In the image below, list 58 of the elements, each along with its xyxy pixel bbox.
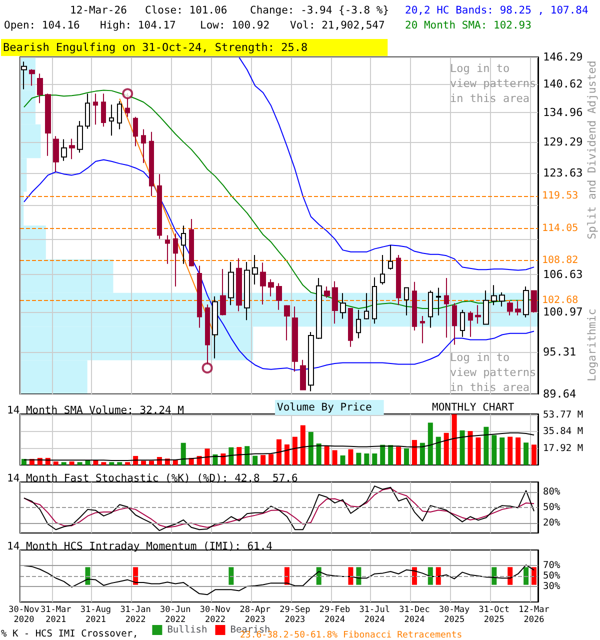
text: 12-Mar-26: [70, 4, 127, 16]
y-tick-label: 50%: [543, 570, 560, 582]
text: Open: 104.16: [4, 20, 80, 32]
text: Logarithmic: [586, 308, 598, 382]
chart-title: 14 Month Fast Stochastic (%K) (%D): 42.8 57.6: [7, 472, 298, 484]
text: 23.6-38.2-50-61.8% Fibonacci Retracements: [240, 630, 462, 640]
text: Low: 100.92: [200, 20, 270, 32]
text: Volume By Price: [277, 402, 372, 414]
x-tick-label: 30-Nov 2022: [200, 605, 231, 625]
y-tick-label: 53.77 M: [543, 409, 584, 420]
annotation: Log in to view patterns in this area: [450, 62, 536, 105]
x-tick-label: 31-Dec 2024: [399, 605, 430, 625]
text: 20,2 HC Bands: 98.25 , 107.84: [405, 4, 588, 16]
ref-line-label: 102.68: [542, 295, 578, 306]
chart-title: 14 Month HCS Intraday Momentum (IMI): 61.4: [7, 540, 273, 552]
y-axis-title: Split and Dividend Adjusted: [586, 60, 598, 240]
ref-line-label: 114.05: [542, 222, 578, 234]
y-tick-label: 123.63: [543, 166, 583, 180]
chart-title: 14 Month SMA Volume: 32.24 M: [7, 404, 184, 416]
y-tick-label: 20%: [543, 517, 560, 528]
text: Change: -3.94 {-3.8 %}: [250, 4, 390, 16]
x-tick-label: 31-Jul 2024: [359, 605, 390, 625]
y-tick-label: 50%: [543, 502, 560, 513]
x-tick-label: 30-May 2025: [438, 605, 470, 625]
x-tick-label: 30-Jun 2022: [160, 605, 191, 625]
y-tick-label: 100.97: [543, 306, 583, 319]
x-tick-label: 31-Mar 2021: [40, 605, 72, 625]
y-tick-label: 95.31: [543, 345, 576, 358]
annotation: Log in to view patterns in this area: [450, 351, 536, 394]
y-tick-label: 140.62: [543, 78, 583, 91]
y-tick-label: 146.29: [543, 50, 583, 64]
text: 20 Month SMA: 102.93: [405, 20, 532, 32]
y-tick-label: 17.92 M: [543, 442, 584, 454]
x-tick-label: 28-Apr 2023: [240, 605, 270, 625]
y-tick-label: 106.63: [543, 268, 583, 282]
ref-line-label: 108.82: [542, 255, 578, 266]
y-tick-label: 35.84 M: [543, 426, 584, 438]
x-tick-label: 31-Aug 2021: [80, 605, 112, 625]
y-tick-label: 89.64: [543, 388, 576, 400]
text: Vol: 21,902,547: [290, 20, 385, 32]
y-tick-label: 134.96: [543, 106, 583, 119]
x-tick-label: 12-Mar 2026: [518, 605, 550, 625]
y-tick-label: 30%: [543, 580, 560, 592]
y-tick-label: 70%: [543, 560, 560, 572]
x-tick-label: 31-Oct 2025: [478, 605, 510, 625]
x-tick-label: 31-Jan 2022: [120, 605, 151, 625]
x-tick-label: 29-Feb 2024: [319, 605, 350, 625]
legend-title: % K - HCS IMI Crossover,: [1, 628, 138, 640]
y-tick-label: 129.29: [543, 135, 583, 148]
x-tick-label: 30-Nov 2020: [8, 605, 40, 625]
text: Close: 101.06: [145, 4, 228, 16]
y-tick-label: 80%: [543, 486, 560, 498]
ref-line-label: 119.53: [542, 190, 578, 202]
text: Bearish Engulfing on 31-Oct-24, Strength: 25.8: [3, 41, 308, 54]
x-tick-label: 29-Sep 2023: [280, 605, 310, 625]
text: High: 104.17: [100, 20, 176, 32]
legend-label: Bullish: [167, 624, 208, 636]
text: MONTHLY CHART: [432, 402, 515, 414]
